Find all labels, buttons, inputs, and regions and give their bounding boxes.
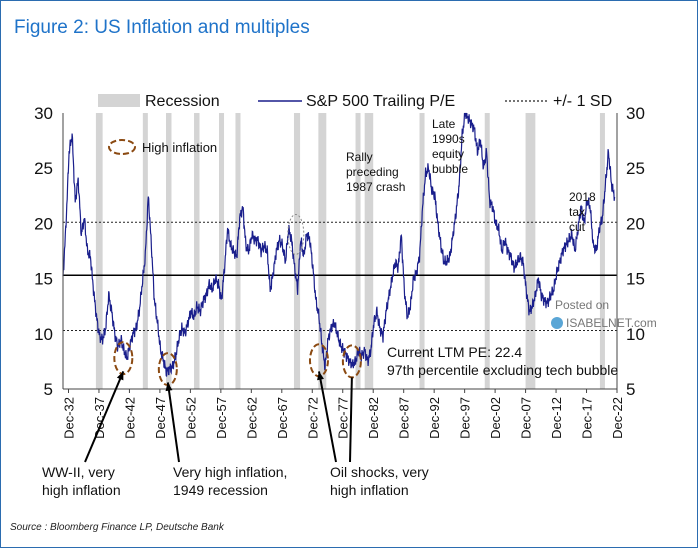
legend-sd-label: +/- 1 SD xyxy=(553,93,612,110)
x-tick-Dec-62: Dec-62 xyxy=(244,397,259,439)
x-tick-Dec-22: Dec-22 xyxy=(610,397,625,439)
watermark-line1: Posted on xyxy=(555,298,609,312)
recession-bar-3 xyxy=(194,113,200,389)
x-tick-Dec-77: Dec-77 xyxy=(336,397,351,439)
y-tick-left-5: 5 xyxy=(44,380,53,399)
y-tick-left-20: 20 xyxy=(34,214,53,233)
recession-bar-0 xyxy=(95,113,103,389)
recession-bar-6 xyxy=(293,113,301,389)
annotation-late90s-line-1: 1990s xyxy=(432,132,465,146)
x-tick-Dec-87: Dec-87 xyxy=(397,397,412,439)
annotation-late90s-line-2: equity xyxy=(432,147,464,161)
annotation-rally-line-2: 1987 crash xyxy=(346,180,405,194)
annotation-rally-line-1: preceding xyxy=(346,165,399,179)
x-tick-Dec-32: Dec-32 xyxy=(61,397,76,439)
rally-dotted-ring xyxy=(287,213,305,255)
annotation-ww2-line-0: WW-II, very xyxy=(42,464,115,480)
annotation-y1949-line-1: 1949 recession xyxy=(173,482,268,498)
y-tick-right-30: 30 xyxy=(626,104,645,123)
annotation-ww2-line-1: high inflation xyxy=(42,482,121,498)
watermark-line2: ISABELNET.com xyxy=(566,316,657,330)
annotation-oil-line-0: Oil shocks, very xyxy=(330,464,429,480)
annotation-current-line-0: Current LTM PE: 22.4 xyxy=(387,344,522,360)
recession-bar-5 xyxy=(235,113,241,389)
x-tick-Dec-72: Dec-72 xyxy=(305,397,320,439)
legend-recession-swatch xyxy=(98,94,140,107)
y-tick-right-5: 5 xyxy=(626,380,635,399)
legend-recession-label: Recession xyxy=(145,93,220,110)
y-tick-right-25: 25 xyxy=(626,159,645,178)
y-tick-left-15: 15 xyxy=(34,270,53,289)
recession-bar-11 xyxy=(484,113,490,389)
arrowhead-ww2 xyxy=(116,371,124,381)
y-tick-left-30: 30 xyxy=(34,104,53,123)
annotation-rally-line-0: Rally xyxy=(346,150,373,164)
y-tick-right-15: 15 xyxy=(626,270,645,289)
x-tick-Dec-07: Dec-07 xyxy=(519,397,534,439)
annotation-taxcut-line-2: cut xyxy=(569,220,586,234)
annotation-late90s-line-3: bubble xyxy=(432,162,468,176)
x-tick-Dec-12: Dec-12 xyxy=(549,397,564,439)
high-inflation-legend-ring xyxy=(108,139,136,155)
high-inflation-ring-0 xyxy=(113,341,134,376)
high-inflation-label: High inflation xyxy=(142,140,217,155)
x-tick-Dec-82: Dec-82 xyxy=(366,397,381,439)
x-tick-Dec-92: Dec-92 xyxy=(427,397,442,439)
y-tick-right-20: 20 xyxy=(626,214,645,233)
recession-bar-2 xyxy=(165,113,172,389)
arrowhead-y1949 xyxy=(165,382,173,392)
arrow-oil-2 xyxy=(349,377,353,463)
y-tick-left-25: 25 xyxy=(34,159,53,178)
recession-bar-7 xyxy=(318,113,327,389)
annotation-y1949-line-0: Very high inflation, xyxy=(173,464,287,480)
annotation-taxcut-line-0: 2018 xyxy=(569,190,596,204)
x-tick-Dec-67: Dec-67 xyxy=(275,397,290,439)
y-tick-right-10: 10 xyxy=(626,325,645,344)
watermark-logo-icon xyxy=(551,317,563,329)
legend-pe-label: S&P 500 Trailing P/E xyxy=(306,93,455,110)
annotation-oil-line-1: high inflation xyxy=(330,482,409,498)
recession-bar-8 xyxy=(355,113,361,389)
annotation-current-line-1: 97th percentile excluding tech bubble xyxy=(387,362,618,378)
x-tick-Dec-02: Dec-02 xyxy=(488,397,503,439)
arrow-ww2 xyxy=(84,371,125,463)
x-tick-Dec-47: Dec-47 xyxy=(153,397,168,439)
recession-bar-9 xyxy=(364,113,374,389)
annotation-taxcut-line-1: tax xyxy=(569,205,585,219)
recession-bar-13 xyxy=(599,113,605,389)
x-tick-Dec-17: Dec-17 xyxy=(580,397,595,439)
pe-series-line xyxy=(62,112,616,377)
source-note: Source : Bloomberg Finance LP, Deutsche … xyxy=(10,522,224,533)
arrowhead-oil xyxy=(317,371,324,381)
x-tick-Dec-42: Dec-42 xyxy=(122,397,137,439)
recession-bar-4 xyxy=(219,113,225,389)
y-tick-left-10: 10 xyxy=(34,325,53,344)
x-tick-Dec-37: Dec-37 xyxy=(92,397,107,439)
figure-title: Figure 2: US Inflation and multiples xyxy=(14,17,310,38)
arrow-oil xyxy=(317,371,337,463)
recession-bar-10 xyxy=(419,113,425,389)
x-tick-Dec-97: Dec-97 xyxy=(458,397,473,439)
recession-bar-12 xyxy=(525,113,536,389)
x-tick-Dec-52: Dec-52 xyxy=(183,397,198,439)
annotation-late90s-line-0: Late xyxy=(432,117,456,131)
x-tick-Dec-57: Dec-57 xyxy=(214,397,229,439)
arrow-y1949 xyxy=(166,382,180,463)
